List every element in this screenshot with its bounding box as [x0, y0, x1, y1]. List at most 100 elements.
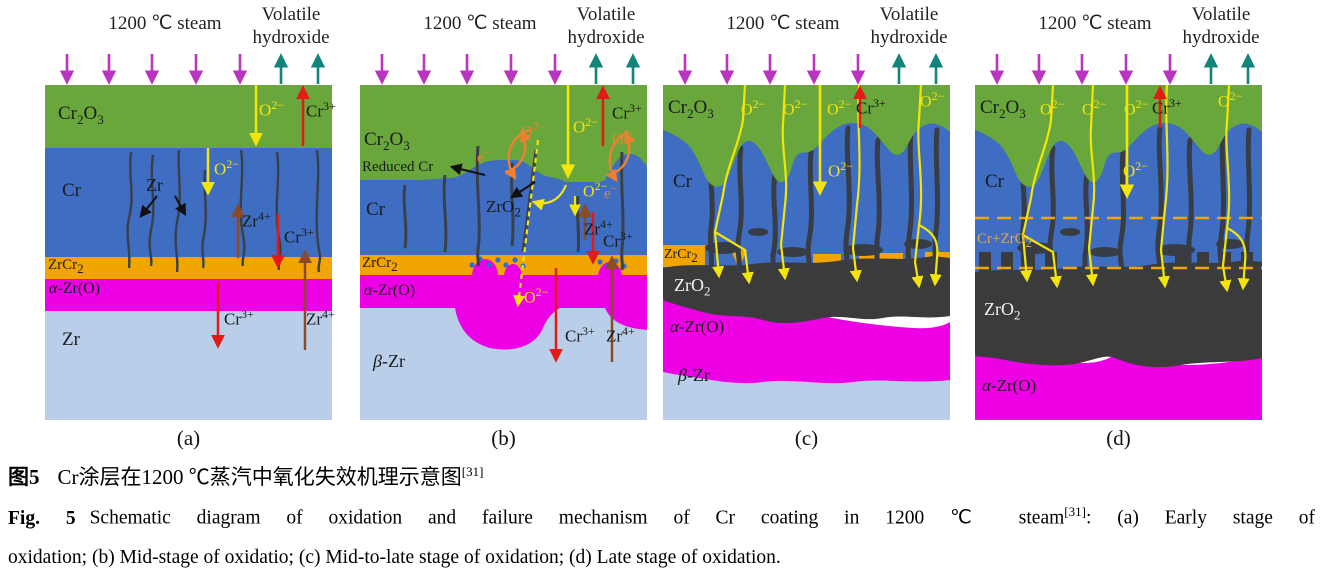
- volatile-hydroxide-label-c: Volatile hydroxide: [870, 4, 948, 48]
- cr2o3-label: Cr2O3: [364, 129, 410, 153]
- cr3-ion-label: Cr3+: [224, 307, 254, 329]
- zro2-layer: [663, 256, 950, 324]
- zr-pointer-arrow: [139, 195, 158, 218]
- steam-label-c: 1200 ℃ steam: [726, 13, 840, 34]
- o2-ion-label: O2−: [1124, 97, 1149, 119]
- zro2-label: ZrO2: [984, 299, 1021, 323]
- zrcr2-label: ZrCr2: [362, 255, 398, 274]
- cr3-ion-label: Cr3+: [565, 324, 595, 346]
- o2-ion-label: O2−: [259, 98, 285, 120]
- zr-streak-label: Zr: [146, 175, 163, 195]
- o2-ion-label: O2−: [521, 119, 546, 141]
- panel-a-tag: (a): [176, 426, 201, 450]
- alpha-zro-bump: [504, 264, 522, 290]
- panel-c-tag: (c): [794, 426, 819, 450]
- cr2o3-layer: [663, 85, 950, 187]
- zrcr2-label: ZrCr2: [664, 247, 698, 265]
- o2-ion-label: O2−: [741, 97, 766, 119]
- ion-transport-arrows: [449, 85, 636, 363]
- zr4-ion-label: Zr4+: [584, 217, 613, 239]
- cr-label: Cr: [673, 171, 692, 192]
- zr4-ion-label: Zr4+: [242, 209, 271, 231]
- cr-label: Cr: [985, 171, 1004, 192]
- panel-b-tag: (b): [491, 426, 516, 450]
- panel-a-early-stage: [45, 53, 332, 420]
- zro2-layer: [975, 260, 1262, 368]
- cr-zro2-zone-boundaries: [975, 216, 1262, 270]
- electron-label: e−: [604, 181, 618, 202]
- o2-ion-label: O2−: [1040, 97, 1065, 119]
- steam-arrows: [59, 54, 248, 85]
- alpha-zro-label: α-Zr(O): [49, 280, 101, 297]
- hydroxide-arrows: [273, 53, 326, 84]
- hydroxide-arrows: [1203, 53, 1256, 84]
- electron-loop-arrow: [609, 131, 636, 176]
- crack-blobs: [1017, 228, 1244, 257]
- alpha-zro-layer: [45, 279, 332, 311]
- o2-ion-label: O2−: [1123, 159, 1149, 181]
- beta-zr-label: β-Zr: [678, 365, 710, 385]
- panel-d-late-stage: [975, 53, 1262, 420]
- o2-curved-arrow: [531, 184, 568, 211]
- steam-arrows: [374, 54, 563, 85]
- steam-label-b: 1200 ℃ steam: [423, 13, 537, 34]
- zrcr2-label: ZrCr2: [48, 257, 84, 276]
- o2-ion-label: O2−: [612, 127, 637, 149]
- volatile-hydroxide-label-b: Volatile hydroxide: [567, 4, 645, 48]
- o2-penetration-paths: [1020, 84, 1250, 293]
- alpha-zro-label: α-Zr(O): [982, 376, 1037, 395]
- zr-substrate-label: Zr: [62, 329, 80, 350]
- zro2-pointer-arrow: [509, 181, 536, 199]
- o2-ion-label: O2−: [1082, 97, 1107, 119]
- volatile-hydroxide-label-a: Volatile hydroxide: [252, 4, 330, 48]
- o2-ion-label: O2−: [783, 97, 808, 119]
- reduced-cr-pointer-arrow: [449, 163, 486, 176]
- cr2o3-layer: [975, 85, 1262, 187]
- hydroxide-arrows: [588, 53, 641, 84]
- o2-ion-label: O2−: [1218, 89, 1243, 111]
- zro2-label: ZrO2: [674, 275, 711, 299]
- cr2o3-label: Cr2O3: [980, 97, 1026, 121]
- ion-transport-arrows: [139, 85, 312, 350]
- o2-electron-loop-arrow: [605, 130, 629, 182]
- caption-chinese: 图5 Cr涂层在1200 ℃蒸汽中氧化失效机理示意图[31]: [8, 464, 484, 489]
- alpha-zro-down-bulge: [455, 308, 560, 350]
- cr2o3-label: Cr2O3: [58, 103, 104, 127]
- cr3-ion-label: Cr3+: [284, 225, 314, 247]
- crack-network: [1019, 125, 1252, 275]
- panel-d-tag: (d): [1106, 426, 1131, 450]
- hydroxide-arrows: [891, 53, 944, 84]
- beta-zr-label: β-Zr: [373, 351, 405, 371]
- o2-ion-label: O2−: [583, 179, 608, 201]
- steam-label-a: 1200 ℃ steam: [108, 13, 222, 34]
- zr4-ion-label: Zr4+: [606, 324, 635, 346]
- zro2-filament-dashed-arrow: [513, 139, 540, 308]
- o2-penetration-paths: [712, 84, 942, 289]
- cr3-ion-label: Cr3+: [1152, 96, 1182, 118]
- cr-layer: [45, 148, 332, 257]
- cr-label: Cr: [366, 199, 385, 220]
- steam-arrows: [677, 54, 866, 85]
- cr-zro2-zone-label: Cr+ZrO2: [977, 231, 1032, 250]
- zro2-filament-label: ZrO2: [486, 197, 521, 220]
- alpha-zro-bump: [598, 262, 622, 292]
- alpha-zro-label: α-Zr(O): [670, 317, 725, 336]
- electron-loop-arrow: [504, 129, 532, 174]
- cr3-ion-label: Cr3+: [856, 96, 886, 118]
- alpha-zro-layer: [975, 349, 1262, 420]
- zrcr2-layer: [45, 257, 332, 279]
- reduced-cr-label: Reduced Cr: [362, 159, 434, 175]
- zr4-ion-label: Zr4+: [306, 307, 335, 329]
- cr3-ion-label: Cr3+: [603, 229, 633, 251]
- zr-pointer-arrow-2: [174, 195, 187, 217]
- o2-ion-label: O2−: [828, 159, 854, 181]
- o2-ion-label: O2−: [524, 285, 549, 307]
- cr3-ion-label: Cr3+: [306, 99, 336, 121]
- cr2o3-layer: [45, 85, 332, 148]
- cr2o3-label: Cr2O3: [668, 97, 714, 121]
- cr3-ion-label: Cr3+: [612, 101, 642, 123]
- caption-english-line1: Fig. 5 Schematic diagram of oxidation and…: [8, 504, 1315, 529]
- alpha-zro-bump: [472, 259, 498, 293]
- volatile-hydroxide-label-d: Volatile hydroxide: [1182, 4, 1260, 48]
